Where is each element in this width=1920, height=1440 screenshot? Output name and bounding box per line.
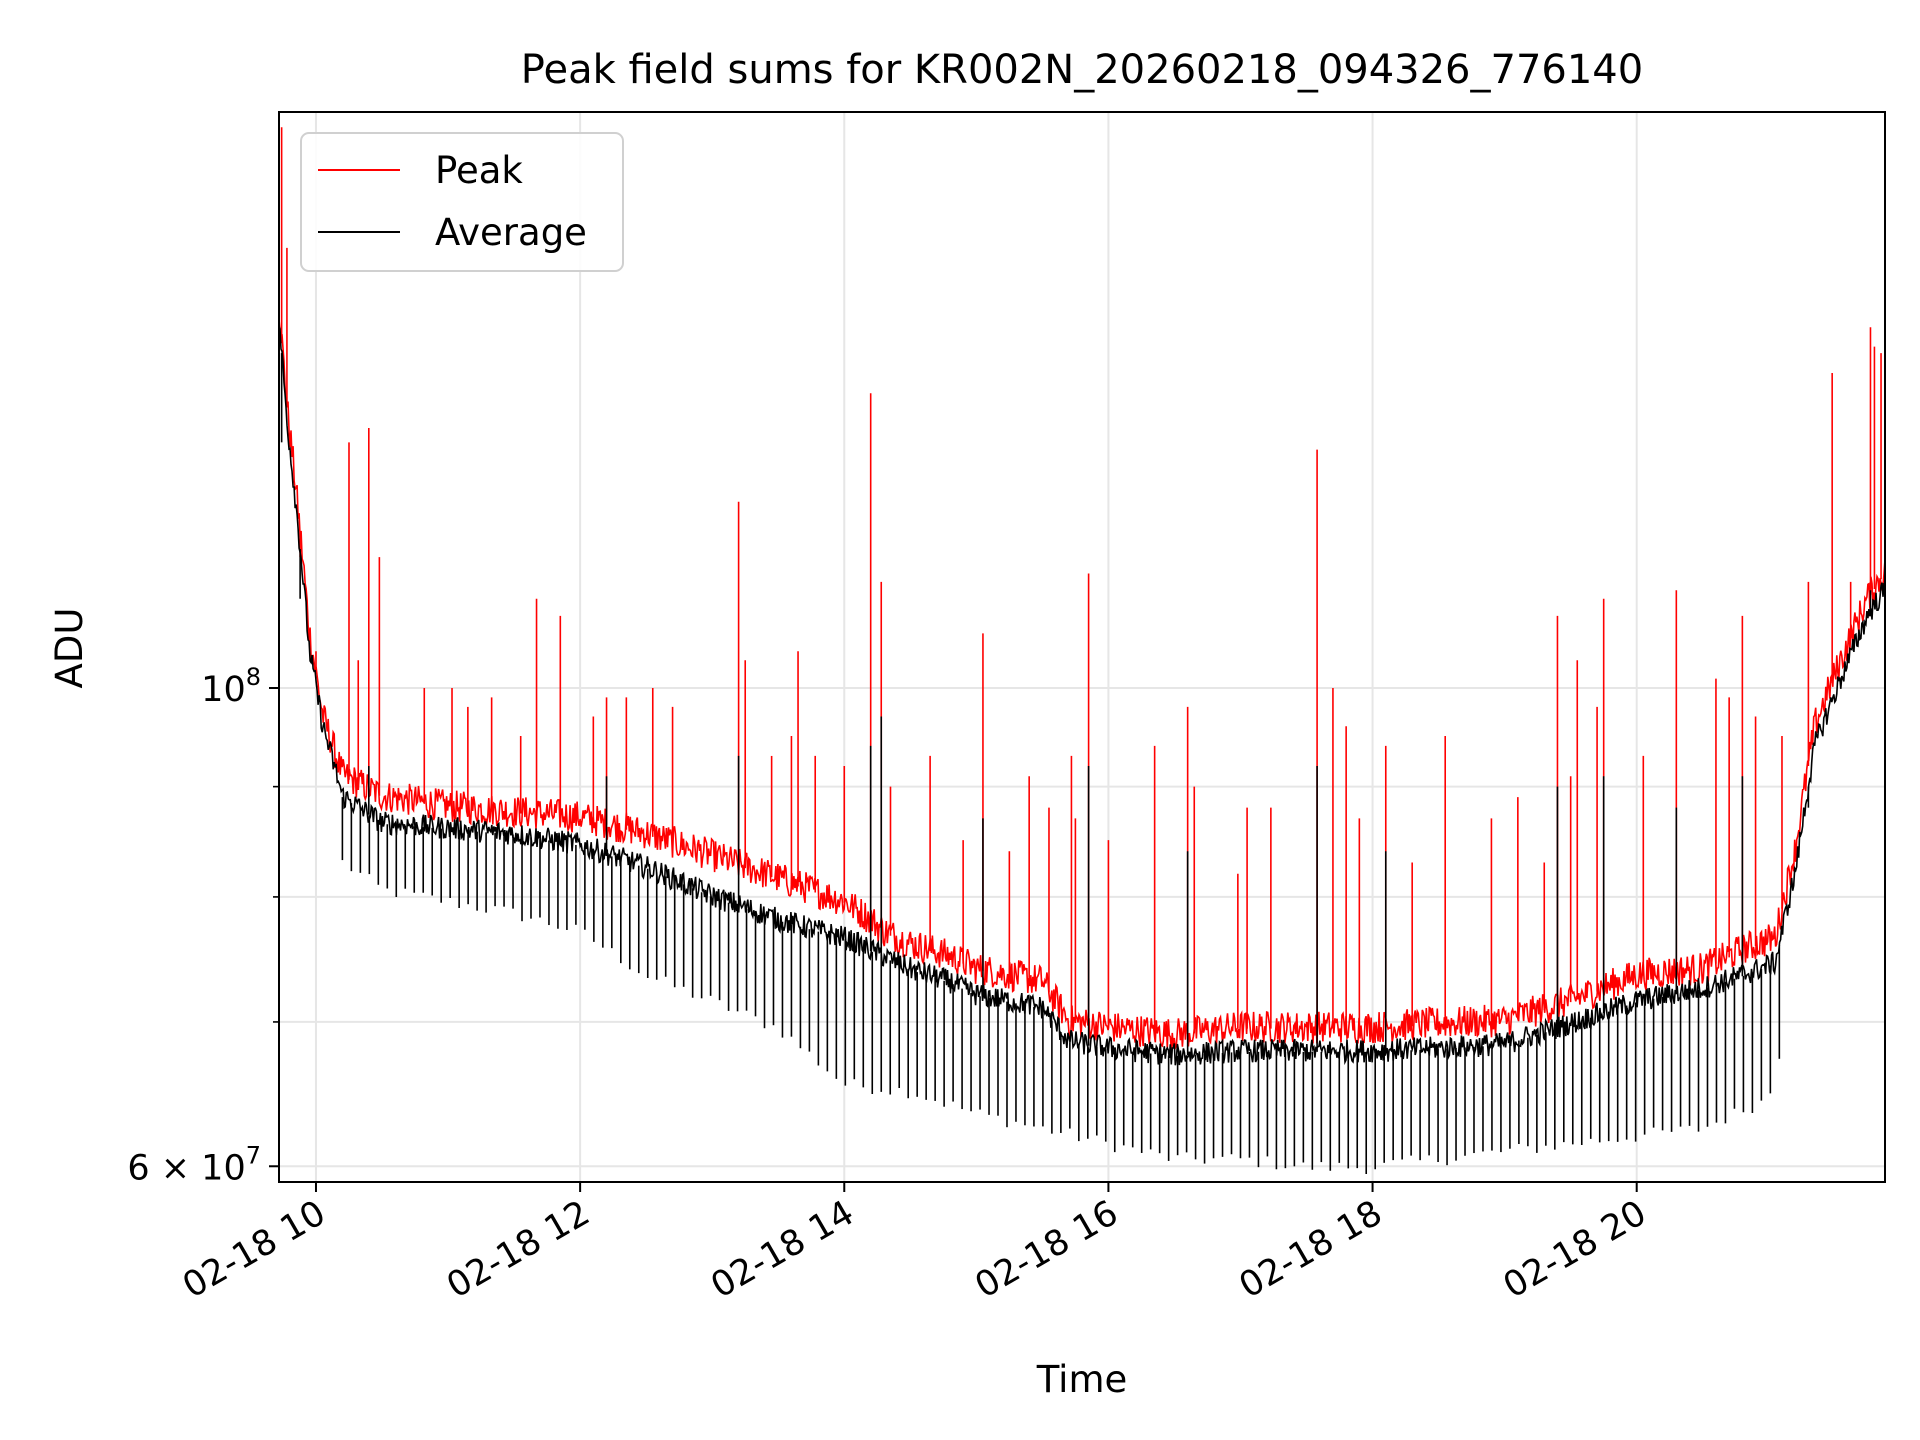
y-tick-label: 6 × 107 bbox=[127, 1141, 261, 1188]
chart-title: Peak field sums for KR002N_20260218_0943… bbox=[521, 47, 1643, 93]
plot-frame bbox=[278, 111, 1886, 1183]
y-axis-label: ADU bbox=[48, 608, 91, 689]
grid bbox=[279, 112, 1885, 1182]
peak-line bbox=[278, 318, 1886, 1052]
legend: Peak Average bbox=[300, 132, 624, 272]
legend-average-label: Average bbox=[435, 211, 587, 254]
average-dips bbox=[341, 797, 1781, 1174]
average-line bbox=[278, 325, 1886, 1066]
legend-peak-label: Peak bbox=[435, 149, 523, 192]
x-axis-label: Time bbox=[1036, 1358, 1128, 1401]
legend-box bbox=[300, 132, 624, 272]
